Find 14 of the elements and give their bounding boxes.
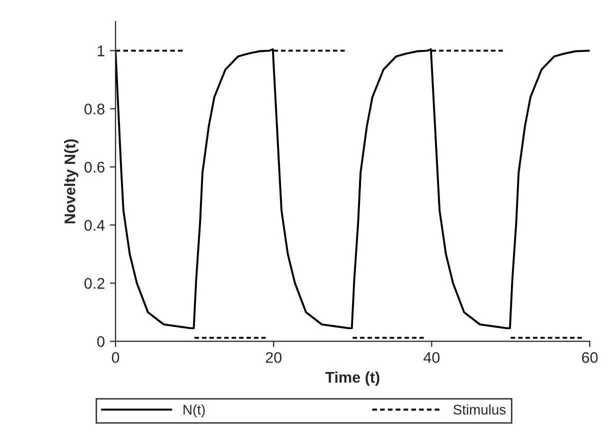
x-tick-label: 0 xyxy=(112,352,120,363)
y-tick-label: 0 xyxy=(97,336,105,347)
x-tick-label: 20 xyxy=(266,352,282,363)
y-tick-label: 1 xyxy=(98,46,104,56)
y-tick-label: 0.4 xyxy=(84,220,105,231)
y-tick-label: 0.6 xyxy=(84,162,104,173)
legend-label: Stimulus xyxy=(453,404,506,415)
y-tick-label: 0.2 xyxy=(84,278,104,289)
x-axis-title: Time (t) xyxy=(325,371,380,386)
y-tick-label: 0.8 xyxy=(84,104,104,114)
legend-label: N(t) xyxy=(184,404,205,418)
x-tick-label: 40 xyxy=(424,352,440,363)
y-axis-title: Novelty N(t) xyxy=(64,139,78,224)
x-tick-label: 60 xyxy=(582,352,598,363)
